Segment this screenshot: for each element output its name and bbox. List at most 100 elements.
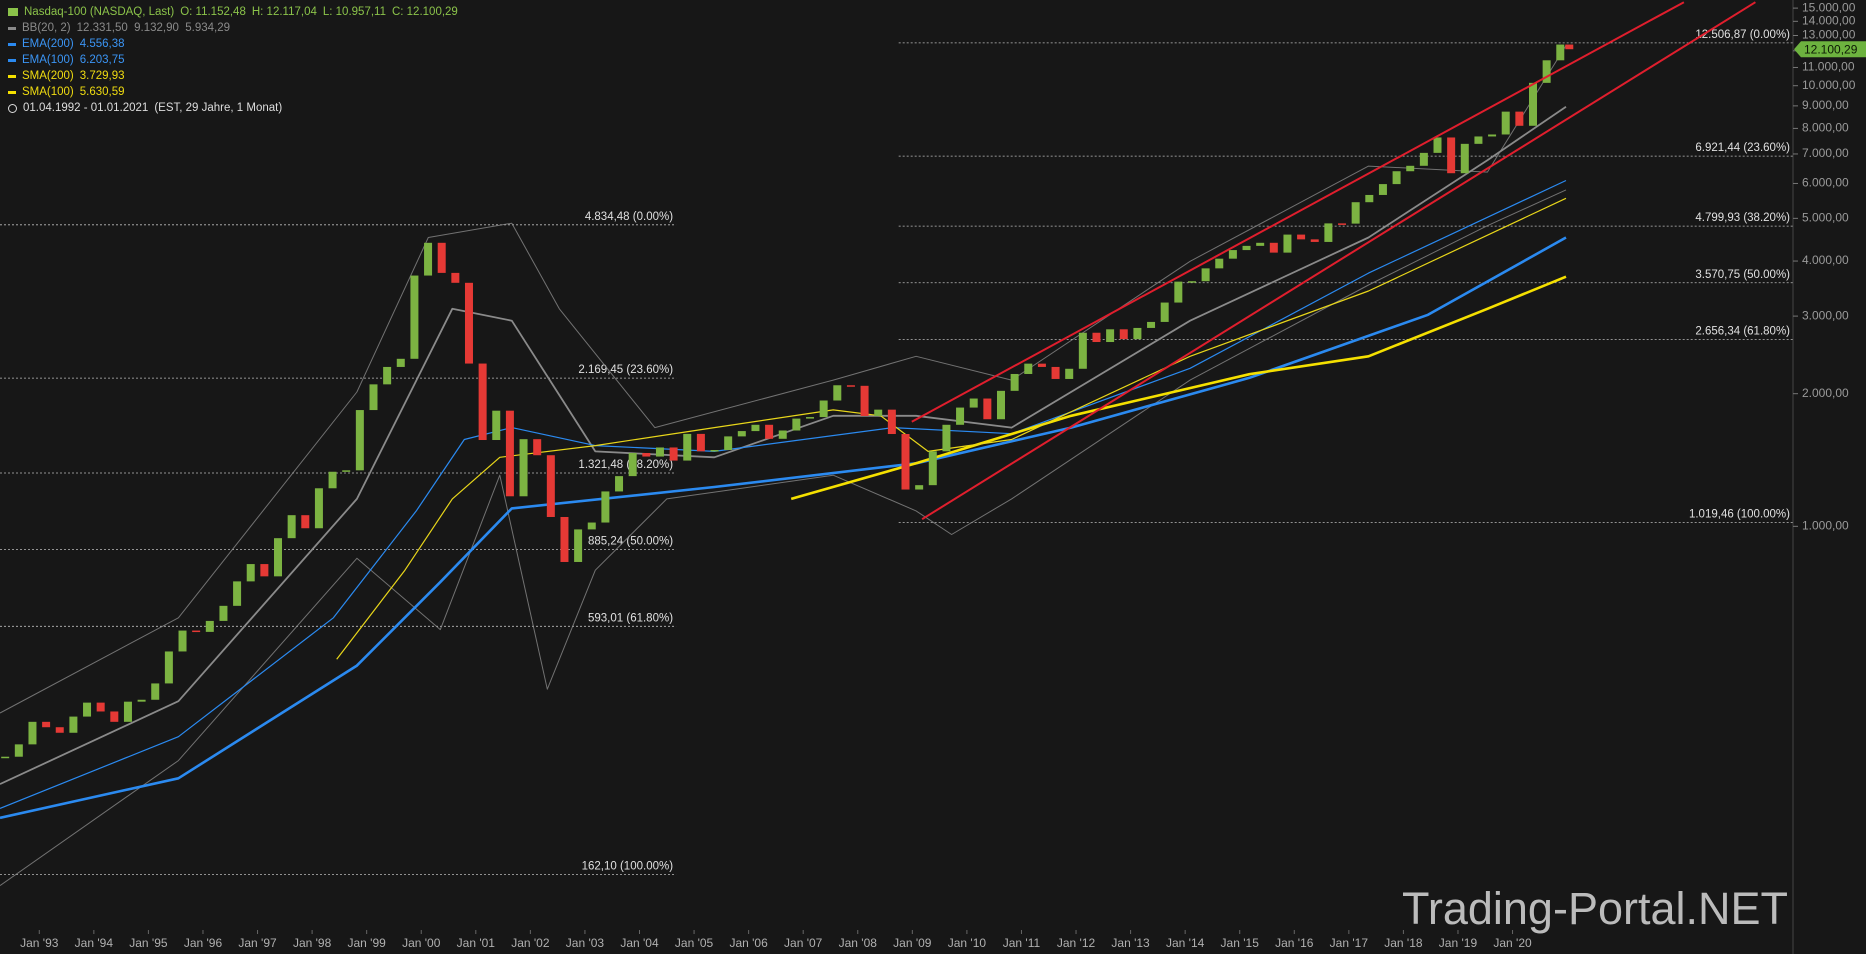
legend-name: EMA(200) bbox=[22, 38, 74, 50]
candle bbox=[464, 282, 473, 364]
candle bbox=[1338, 223, 1347, 225]
ohlc-label: C: 12.100,29 bbox=[391, 6, 458, 18]
fib-label: 4.799,93 (38.20%) bbox=[1695, 212, 1790, 224]
x-tick-label: Jan '97 bbox=[238, 936, 277, 950]
candle bbox=[14, 744, 23, 757]
candle bbox=[615, 476, 624, 492]
y-tick-label: 3.000,00 bbox=[1802, 308, 1849, 322]
candle bbox=[1297, 234, 1306, 240]
candle bbox=[164, 651, 173, 684]
x-tick-label: Jan '00 bbox=[402, 936, 441, 950]
candle bbox=[1310, 239, 1319, 242]
indicator-line bbox=[0, 236, 1567, 820]
legend-swatch bbox=[8, 58, 16, 62]
candle bbox=[1392, 171, 1401, 185]
legend-row: EMA(200) 4.556,38 bbox=[8, 36, 458, 52]
candle bbox=[1147, 321, 1156, 328]
x-tick-label: Jan '07 bbox=[784, 936, 823, 950]
candle bbox=[1460, 143, 1469, 174]
candle bbox=[1351, 202, 1360, 224]
candle bbox=[233, 581, 242, 606]
candle bbox=[1488, 134, 1497, 137]
candle bbox=[1501, 111, 1510, 135]
candle bbox=[1119, 329, 1128, 340]
candle bbox=[137, 699, 146, 702]
candle bbox=[260, 564, 269, 577]
candle bbox=[1065, 368, 1074, 379]
legend-name: EMA(100) bbox=[22, 54, 74, 66]
candle bbox=[110, 711, 119, 722]
candle bbox=[874, 409, 883, 416]
candle bbox=[355, 410, 364, 471]
candle bbox=[192, 630, 201, 633]
candle bbox=[806, 417, 815, 419]
legend-value: 3.729,93 bbox=[79, 70, 125, 82]
legend-name: SMA(100) bbox=[22, 86, 74, 98]
candle bbox=[1433, 137, 1442, 153]
candle bbox=[1106, 329, 1115, 343]
trendline bbox=[911, 1, 1685, 423]
x-tick-label: Jan '14 bbox=[1166, 936, 1205, 950]
legend-title: Nasdaq-100 (NASDAQ, Last) bbox=[24, 6, 175, 18]
y-tick-label: 15.000,00 bbox=[1802, 0, 1856, 14]
candle bbox=[1160, 302, 1169, 322]
candle bbox=[28, 721, 37, 745]
fib-label: 6.921,44 (23.60%) bbox=[1695, 142, 1790, 154]
candle bbox=[765, 424, 774, 439]
candle bbox=[1078, 332, 1087, 369]
x-tick-label: Jan '08 bbox=[839, 936, 878, 950]
candle bbox=[1474, 136, 1483, 144]
candle bbox=[287, 515, 296, 539]
candle bbox=[369, 384, 378, 411]
candle bbox=[1174, 281, 1183, 303]
candle bbox=[956, 407, 965, 425]
legend-swatch bbox=[8, 90, 16, 94]
candle bbox=[983, 398, 992, 420]
candle bbox=[915, 485, 924, 490]
candle bbox=[942, 424, 951, 452]
candle bbox=[219, 605, 228, 621]
candle bbox=[1419, 152, 1428, 166]
candle bbox=[1242, 245, 1251, 251]
candle bbox=[996, 390, 1005, 420]
candle bbox=[683, 433, 692, 461]
candle bbox=[778, 430, 787, 439]
candle bbox=[492, 410, 501, 441]
candle bbox=[587, 522, 596, 530]
candle bbox=[1024, 363, 1033, 374]
fib-label: 1.321,48 (38.20%) bbox=[578, 459, 673, 471]
fib-label: 1.019,46 (100.00%) bbox=[1689, 509, 1790, 521]
x-tick-label: Jan '12 bbox=[1057, 936, 1096, 950]
candle bbox=[860, 385, 869, 416]
candle bbox=[451, 272, 460, 283]
bb-lower bbox=[0, 189, 1567, 887]
legend-row: Nasdaq-100 (NASDAQ, Last) O: 11.152,48 H… bbox=[8, 4, 458, 20]
x-tick-label: Jan '16 bbox=[1275, 936, 1314, 950]
candle bbox=[1565, 44, 1574, 50]
candle bbox=[546, 455, 555, 517]
candle bbox=[424, 242, 433, 276]
candle bbox=[1187, 281, 1196, 283]
y-tick-label: 14.000,00 bbox=[1802, 13, 1856, 27]
x-tick-label: Jan '20 bbox=[1493, 936, 1532, 950]
legend-row: EMA(100) 6.203,75 bbox=[8, 52, 458, 68]
legend-icon bbox=[8, 8, 18, 16]
candle bbox=[505, 410, 514, 497]
candle bbox=[969, 398, 978, 408]
y-tick-label: 9.000,00 bbox=[1802, 98, 1849, 112]
fib-label: 4.834,48 (0.00%) bbox=[585, 211, 673, 223]
bb-middle bbox=[0, 105, 1567, 785]
candle bbox=[1528, 82, 1537, 126]
candle bbox=[1092, 332, 1101, 343]
legend-value: 6.203,75 bbox=[79, 54, 125, 66]
candle bbox=[314, 488, 323, 529]
fib-label: 3.570,75 (50.00%) bbox=[1695, 269, 1790, 281]
x-tick-label: Jan '95 bbox=[129, 936, 168, 950]
candle bbox=[560, 516, 569, 562]
x-tick-label: Jan '96 bbox=[184, 936, 223, 950]
y-tick-label: 5.000,00 bbox=[1802, 211, 1849, 225]
last-price-tag bbox=[1794, 41, 1866, 58]
x-tick-label: Jan '01 bbox=[457, 936, 496, 950]
candle bbox=[83, 702, 92, 717]
